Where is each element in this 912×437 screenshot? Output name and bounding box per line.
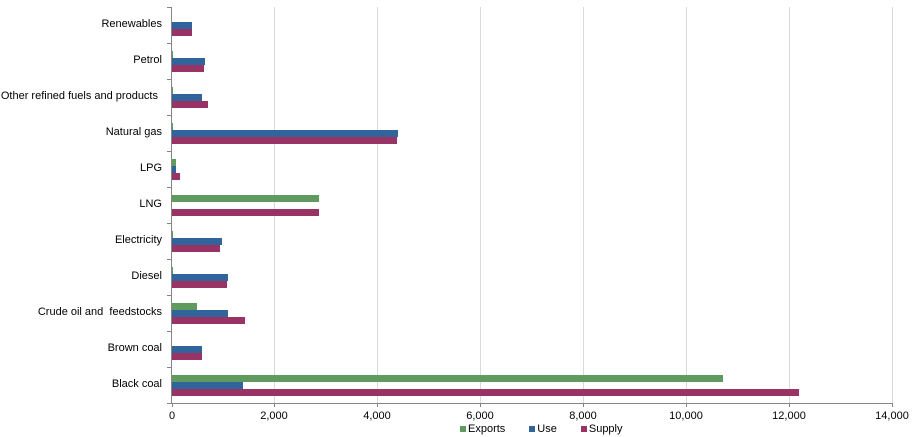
y-tick (167, 403, 171, 404)
bar-use (172, 274, 228, 281)
bar-supply (172, 317, 245, 324)
y-tick (167, 259, 171, 260)
x-tick-label: 6,000 (466, 410, 494, 422)
y-tick (167, 79, 171, 80)
bar-use (172, 382, 243, 389)
bar-supply (172, 245, 220, 252)
gridline (789, 7, 790, 403)
y-tick (167, 367, 171, 368)
x-tick-label: 8,000 (569, 410, 597, 422)
y-tick (167, 223, 171, 224)
y-axis (171, 7, 172, 404)
category-label: LNG (139, 198, 162, 210)
y-tick (167, 295, 171, 296)
gridline (274, 7, 275, 403)
legend-item-supply: Supply (580, 423, 623, 435)
y-tick (167, 151, 171, 152)
x-tick (789, 403, 790, 407)
gridline (377, 7, 378, 403)
bar-use (172, 310, 228, 317)
bar-use (172, 346, 202, 353)
x-tick (583, 403, 584, 407)
x-tick (172, 403, 173, 407)
legend-swatch-icon (529, 426, 536, 432)
bar-use (172, 94, 202, 101)
category-label: Electricity (114, 234, 162, 246)
x-tick-label: 0 (168, 410, 176, 422)
x-tick (892, 403, 893, 407)
x-axis (171, 403, 892, 404)
legend-label: Exports (468, 423, 506, 435)
category-label: Petrol (133, 54, 162, 66)
category-label: Renewables (101, 18, 162, 30)
bar-supply (172, 173, 180, 180)
y-tick (167, 43, 171, 44)
bar-exports (172, 123, 173, 130)
y-tick (167, 331, 171, 332)
bar-supply (172, 137, 397, 144)
x-tick (480, 403, 481, 407)
bar-exports (172, 159, 176, 166)
x-tick-label: 12,000 (772, 410, 806, 422)
gridline (686, 7, 687, 403)
bar-exports (172, 195, 319, 202)
legend-swatch-icon (460, 426, 466, 432)
category-label: Other refined fuels and products (0, 90, 158, 102)
x-tick (377, 403, 378, 407)
category-label: Crude oil and feedstocks (37, 306, 162, 318)
bar-use (172, 58, 205, 65)
bar-supply (172, 353, 202, 360)
category-label: LPG (139, 162, 162, 174)
gridline (583, 7, 584, 403)
x-tick (686, 403, 687, 407)
x-tick-label: 14,000 (875, 410, 909, 422)
y-tick (167, 115, 171, 116)
bar-exports (172, 375, 723, 382)
bar-supply (172, 101, 208, 108)
bar-exports (172, 231, 173, 238)
bar-use (172, 130, 398, 137)
bar-use (172, 166, 176, 173)
bar-exports (172, 51, 173, 58)
category-label: Diesel (131, 270, 162, 282)
bar-supply (172, 389, 799, 396)
bar-exports (172, 87, 173, 94)
bar-exports (172, 303, 197, 310)
category-label: Black coal (111, 378, 162, 390)
x-tick-label: 4,000 (363, 410, 391, 422)
x-tick-label: 2,000 (260, 410, 288, 422)
bar-supply (172, 65, 204, 72)
bar-supply (172, 209, 319, 216)
legend-swatch-icon (580, 426, 587, 432)
category-label: Brown coal (107, 342, 162, 354)
y-tick (167, 187, 171, 188)
bar-use (172, 238, 222, 245)
gridline (480, 7, 481, 403)
legend-item-use: Use (529, 423, 557, 435)
legend-label: Use (537, 423, 557, 435)
gridline (892, 7, 893, 403)
bar-supply (172, 29, 192, 36)
bar-use (172, 22, 192, 29)
x-tick (274, 403, 275, 407)
bar-exports (172, 267, 173, 274)
category-label: Natural gas (105, 126, 162, 138)
bar-supply (172, 281, 227, 288)
legend-label: Supply (588, 423, 623, 435)
y-tick (167, 7, 171, 8)
legend: Exports Use Supply (460, 423, 647, 435)
legend-item-exports: Exports (460, 423, 505, 435)
x-tick-label: 10,000 (669, 410, 703, 422)
